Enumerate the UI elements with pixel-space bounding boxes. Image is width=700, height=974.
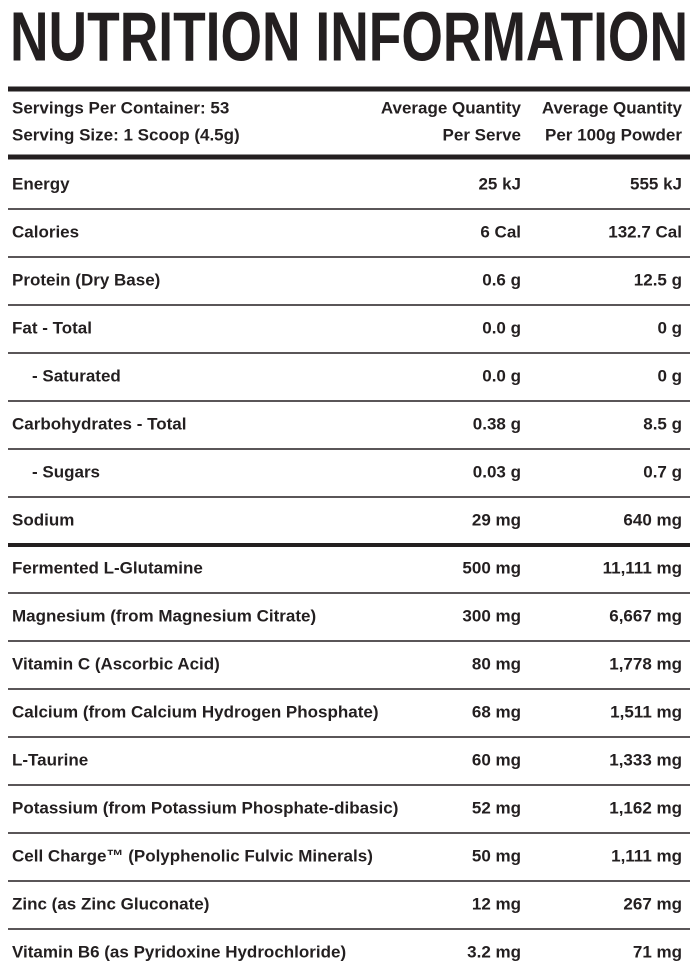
nutrient-name: Vitamin C (Ascorbic Acid) <box>12 654 220 673</box>
per-100g: 12.5 g <box>634 270 682 289</box>
per-serve: 300 mg <box>462 606 521 625</box>
per-100g: 1,111 mg <box>611 846 682 865</box>
column-header: Average Quantity <box>542 98 683 117</box>
title: NUTRITION INFORMATION <box>10 0 688 75</box>
per-100g: 0.7 g <box>643 462 682 481</box>
nutrient-name: Energy <box>12 174 70 193</box>
per-serve: 25 kJ <box>478 174 521 193</box>
nutrient-name: Protein (Dry Base) <box>12 270 160 289</box>
per-100g: 640 mg <box>623 510 682 529</box>
per-100g: 1,511 mg <box>610 702 682 721</box>
per-100g: 8.5 g <box>643 414 682 433</box>
nutrient-name: Cell Charge™ (Polyphenolic Fulvic Minera… <box>12 846 373 865</box>
nutrient-name: Sodium <box>12 510 74 529</box>
per-100g: 132.7 Cal <box>608 222 682 241</box>
per-serve: 0.6 g <box>482 270 521 289</box>
per-100g: 0 g <box>657 318 682 337</box>
per-100g: 1,162 mg <box>609 798 682 817</box>
column-header: Per Serve <box>443 125 521 144</box>
per-serve: 68 mg <box>472 702 521 721</box>
nutrient-name: - Saturated <box>32 366 121 385</box>
nutrient-name: Fat - Total <box>12 318 92 337</box>
per-serve: 500 mg <box>462 558 521 577</box>
per-100g: 0 g <box>657 366 682 385</box>
per-100g: 267 mg <box>623 894 682 913</box>
per-serve: 12 mg <box>472 894 521 913</box>
nutrient-name: L-Taurine <box>12 750 88 769</box>
per-serve: 6 Cal <box>480 222 521 241</box>
nutrient-name: Fermented L-Glutamine <box>12 558 203 577</box>
per-serve: 60 mg <box>472 750 521 769</box>
per-serve: 29 mg <box>472 510 521 529</box>
per-100g: 71 mg <box>633 942 682 961</box>
nutrient-name: Calories <box>12 222 79 241</box>
per-100g: 1,333 mg <box>609 750 682 769</box>
per-serve: 0.03 g <box>473 462 521 481</box>
nutrient-name: Potassium (from Potassium Phosphate-diba… <box>12 798 398 817</box>
per-serve: 80 mg <box>472 654 521 673</box>
per-100g: 555 kJ <box>630 174 682 193</box>
nutrient-name: Magnesium (from Magnesium Citrate) <box>12 606 316 625</box>
per-serve: 50 mg <box>472 846 521 865</box>
nutrient-name: Calcium (from Calcium Hydrogen Phosphate… <box>12 702 379 721</box>
column-header: Per 100g Powder <box>545 125 682 144</box>
per-100g: 1,778 mg <box>609 654 682 673</box>
nutrient-name: - Sugars <box>32 462 100 481</box>
per-serve: 0.0 g <box>482 366 521 385</box>
per-serve: 0.0 g <box>482 318 521 337</box>
per-serve: 0.38 g <box>473 414 521 433</box>
per-100g: 11,111 mg <box>603 558 682 577</box>
header-text: Servings Per Container: 53 <box>12 98 229 117</box>
per-serve: 52 mg <box>472 798 521 817</box>
nutrient-name: Zinc (as Zinc Gluconate) <box>12 894 209 913</box>
column-header: Average Quantity <box>381 98 522 117</box>
nutrient-name: Carbohydrates - Total <box>12 414 186 433</box>
header-text: Serving Size: 1 Scoop (4.5g) <box>12 125 240 144</box>
per-100g: 6,667 mg <box>609 606 682 625</box>
nutrient-name: Vitamin B6 (as Pyridoxine Hydrochloride) <box>12 942 346 961</box>
per-serve: 3.2 mg <box>467 942 521 961</box>
